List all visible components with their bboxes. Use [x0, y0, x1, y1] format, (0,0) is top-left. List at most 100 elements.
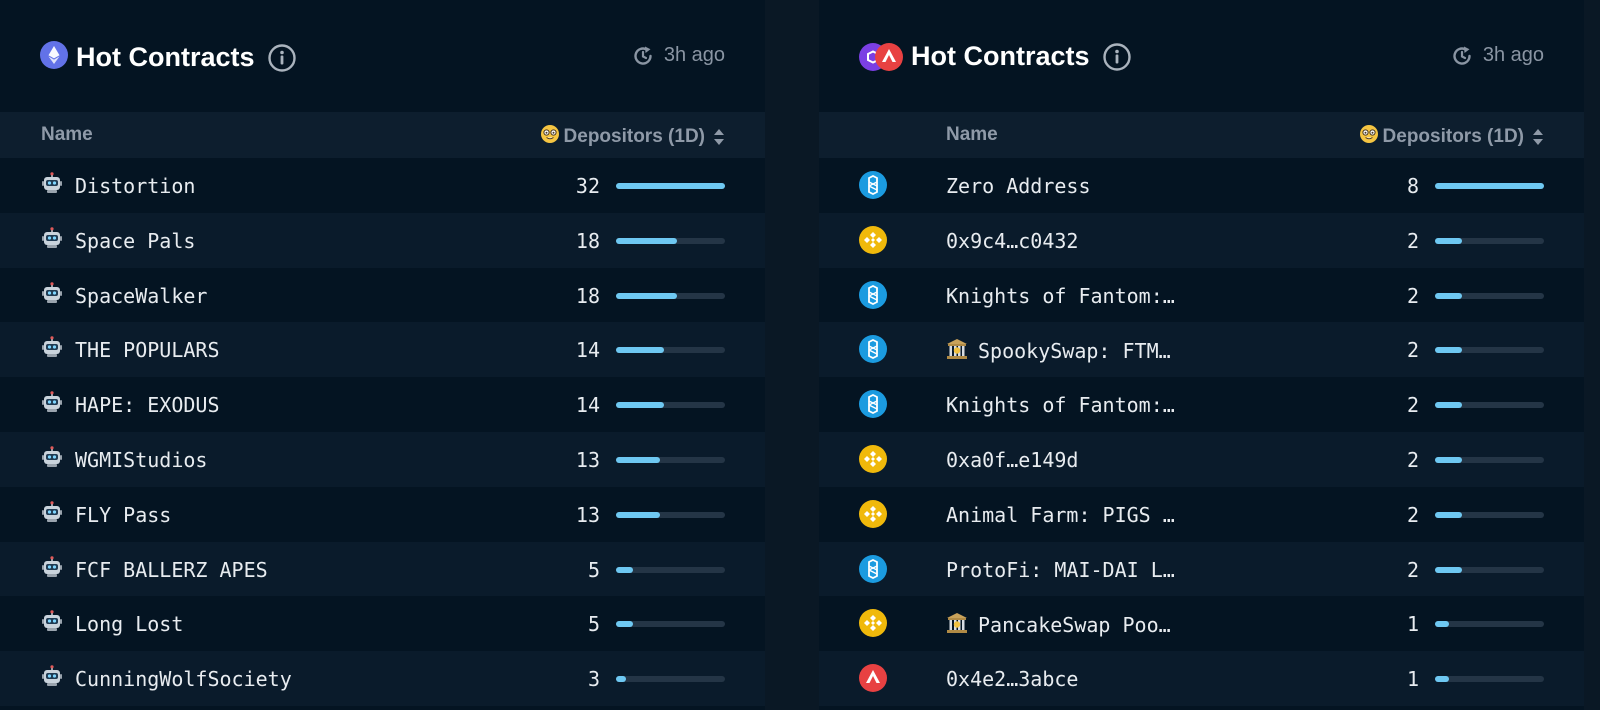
table-row[interactable]: Space Pals 18	[0, 212, 765, 268]
depositor-bar	[616, 347, 725, 354]
table-row[interactable]: Long Lost 5	[0, 596, 765, 651]
panel-title: Hot Contracts	[76, 42, 255, 72]
table-row[interactable]: HAPE: EXODUS 14	[0, 377, 765, 432]
contract-name[interactable]: ProtoFi: MAI-DAI L…	[946, 558, 1175, 582]
contract-name[interactable]: FCF BALLERZ APES	[75, 558, 268, 582]
name-column-header[interactable]: Name	[41, 124, 93, 145]
table-row[interactable]: FLY Pass 13	[0, 487, 765, 542]
depositor-bar-fill	[616, 566, 634, 573]
table-row[interactable]: Knights of Fantom:… 2	[819, 268, 1584, 323]
robot-icon	[41, 446, 63, 473]
depositor-bar	[1435, 183, 1544, 189]
depositor-bar	[1435, 621, 1544, 628]
depositor-bar	[616, 566, 725, 573]
contract-name[interactable]: Long Lost	[75, 612, 183, 636]
contract-name[interactable]: CunningWolfSociety	[75, 667, 292, 691]
depositor-count: 2	[1406, 228, 1419, 253]
contract-name[interactable]: SpookySwap: FTM…	[946, 338, 1171, 365]
contract-name[interactable]: Knights of Fantom:…	[946, 393, 1175, 417]
avalanche-icon	[875, 42, 903, 71]
table-row[interactable]: THE POPULARS 14	[0, 322, 765, 378]
contract-name-text: FLY Pass	[75, 502, 172, 527]
depositor-bar	[1435, 237, 1544, 244]
table-row[interactable]: 0x4e2…3abce 1	[819, 651, 1584, 706]
depositor-bar-fill	[616, 292, 678, 299]
fantom-icon	[859, 390, 887, 423]
sort-icon[interactable]	[1532, 127, 1544, 147]
contract-name-text: Space Pals	[75, 228, 196, 253]
contract-name[interactable]: WGMIStudios	[75, 448, 207, 472]
depositor-bar	[616, 183, 725, 189]
contract-name-text: SpookySwap: FTM…	[978, 339, 1171, 364]
table-row[interactable]: CunningWolfSociety 3	[0, 651, 765, 706]
table-row[interactable]: 0xa0f…e149d 2	[819, 431, 1584, 487]
depositor-bar	[1435, 456, 1544, 463]
table-row[interactable]: PancakeSwap Poo… 1	[819, 596, 1584, 651]
info-icon[interactable]	[1102, 42, 1132, 72]
contract-name[interactable]: SpaceWalker	[75, 284, 207, 308]
contract-name-text: 0x9c4…c0432	[946, 228, 1079, 253]
depositor-count: 14	[575, 393, 600, 418]
panel-header: Hot Contracts 3h ago	[819, 0, 1584, 112]
updated-text: 3h ago	[1482, 44, 1544, 66]
contract-name[interactable]: Animal Farm: PIGS …	[946, 503, 1175, 527]
depositors-column-header[interactable]: Depositors (1D)	[1359, 124, 1544, 150]
robot-icon	[41, 500, 63, 528]
contract-name[interactable]: PancakeSwap Poo…	[946, 612, 1171, 639]
contract-name-text: THE POPULARS	[75, 338, 220, 363]
depositor-count: 2	[1406, 283, 1419, 308]
depositor-count: 3	[587, 667, 600, 692]
depositor-bar-fill	[1435, 347, 1463, 354]
table-row[interactable]: FCF BALLERZ APES 5	[0, 541, 765, 597]
contract-name[interactable]: 0xa0f…e149d	[946, 448, 1078, 472]
depositor-bar	[1435, 676, 1544, 683]
sort-icon[interactable]	[713, 127, 725, 147]
depositors-column-header[interactable]: Depositors (1D)	[540, 124, 725, 150]
table-row[interactable]: Zero Address 8	[819, 158, 1584, 213]
contract-name[interactable]: Distortion	[75, 174, 195, 198]
contract-name-text: PancakeSwap Poo…	[978, 613, 1171, 638]
contract-name-text: Zero Address	[946, 174, 1091, 198]
table-row[interactable]: Distortion 32	[0, 158, 765, 213]
depositor-bar-fill	[1435, 676, 1449, 683]
contract-name[interactable]: 0x4e2…3abce	[946, 667, 1078, 691]
name-column-header[interactable]: Name	[946, 124, 998, 145]
column-header: Name Depositors (1D)	[0, 112, 765, 158]
contract-name[interactable]: THE POPULARS	[75, 338, 220, 362]
robot-icon	[41, 610, 63, 637]
avalanche-icon	[859, 664, 887, 697]
table-row[interactable]: WGMIStudios 13	[0, 431, 765, 487]
bnb-icon	[859, 499, 887, 533]
depositor-count: 18	[575, 283, 600, 308]
depositor-count: 1	[1406, 667, 1419, 692]
table-row[interactable]: ProtoFi: MAI-DAI L… 2	[819, 541, 1584, 597]
hot-contracts-panel-ethereum: Hot Contracts 3h ago Nam	[0, 0, 765, 710]
table-row[interactable]: SpookySwap: FTM… 2	[819, 322, 1584, 378]
contract-name[interactable]: Zero Address	[946, 174, 1091, 198]
depositors-label: Depositors (1D)	[1382, 126, 1524, 147]
nerd-face-icon	[540, 124, 560, 150]
panel-title: Hot Contracts	[911, 41, 1090, 71]
contract-name[interactable]: HAPE: EXODUS	[75, 393, 220, 417]
column-header: Name Depositors (1D)	[819, 112, 1584, 158]
title-group: Hot Contracts	[859, 41, 1132, 72]
table-row[interactable]: 0x9c4…c0432 2	[819, 212, 1584, 268]
info-icon[interactable]	[267, 43, 297, 73]
contract-name[interactable]: 0x9c4…c0432	[946, 229, 1078, 253]
depositor-bar	[1435, 511, 1544, 518]
table-row[interactable]: SpaceWalker 18	[0, 268, 765, 323]
contract-name-text: WGMIStudios	[75, 447, 208, 472]
robot-icon	[41, 665, 63, 692]
panel-header: Hot Contracts 3h ago	[0, 0, 765, 112]
fantom-icon	[859, 335, 887, 368]
depositors-label: Depositors (1D)	[563, 126, 705, 147]
depositor-bar-fill	[616, 621, 634, 628]
contract-name[interactable]: Knights of Fantom:…	[946, 284, 1175, 308]
contract-name[interactable]: FLY Pass	[75, 503, 171, 527]
contract-name-text: Animal Farm: PIGS …	[946, 502, 1175, 527]
contract-name[interactable]: Space Pals	[75, 229, 195, 253]
table-row[interactable]: Animal Farm: PIGS … 2	[819, 487, 1584, 542]
depositor-bar-fill	[616, 456, 661, 463]
table-row[interactable]: Knights of Fantom:… 2	[819, 377, 1584, 432]
contract-name-text: Knights of Fantom:…	[946, 283, 1175, 308]
